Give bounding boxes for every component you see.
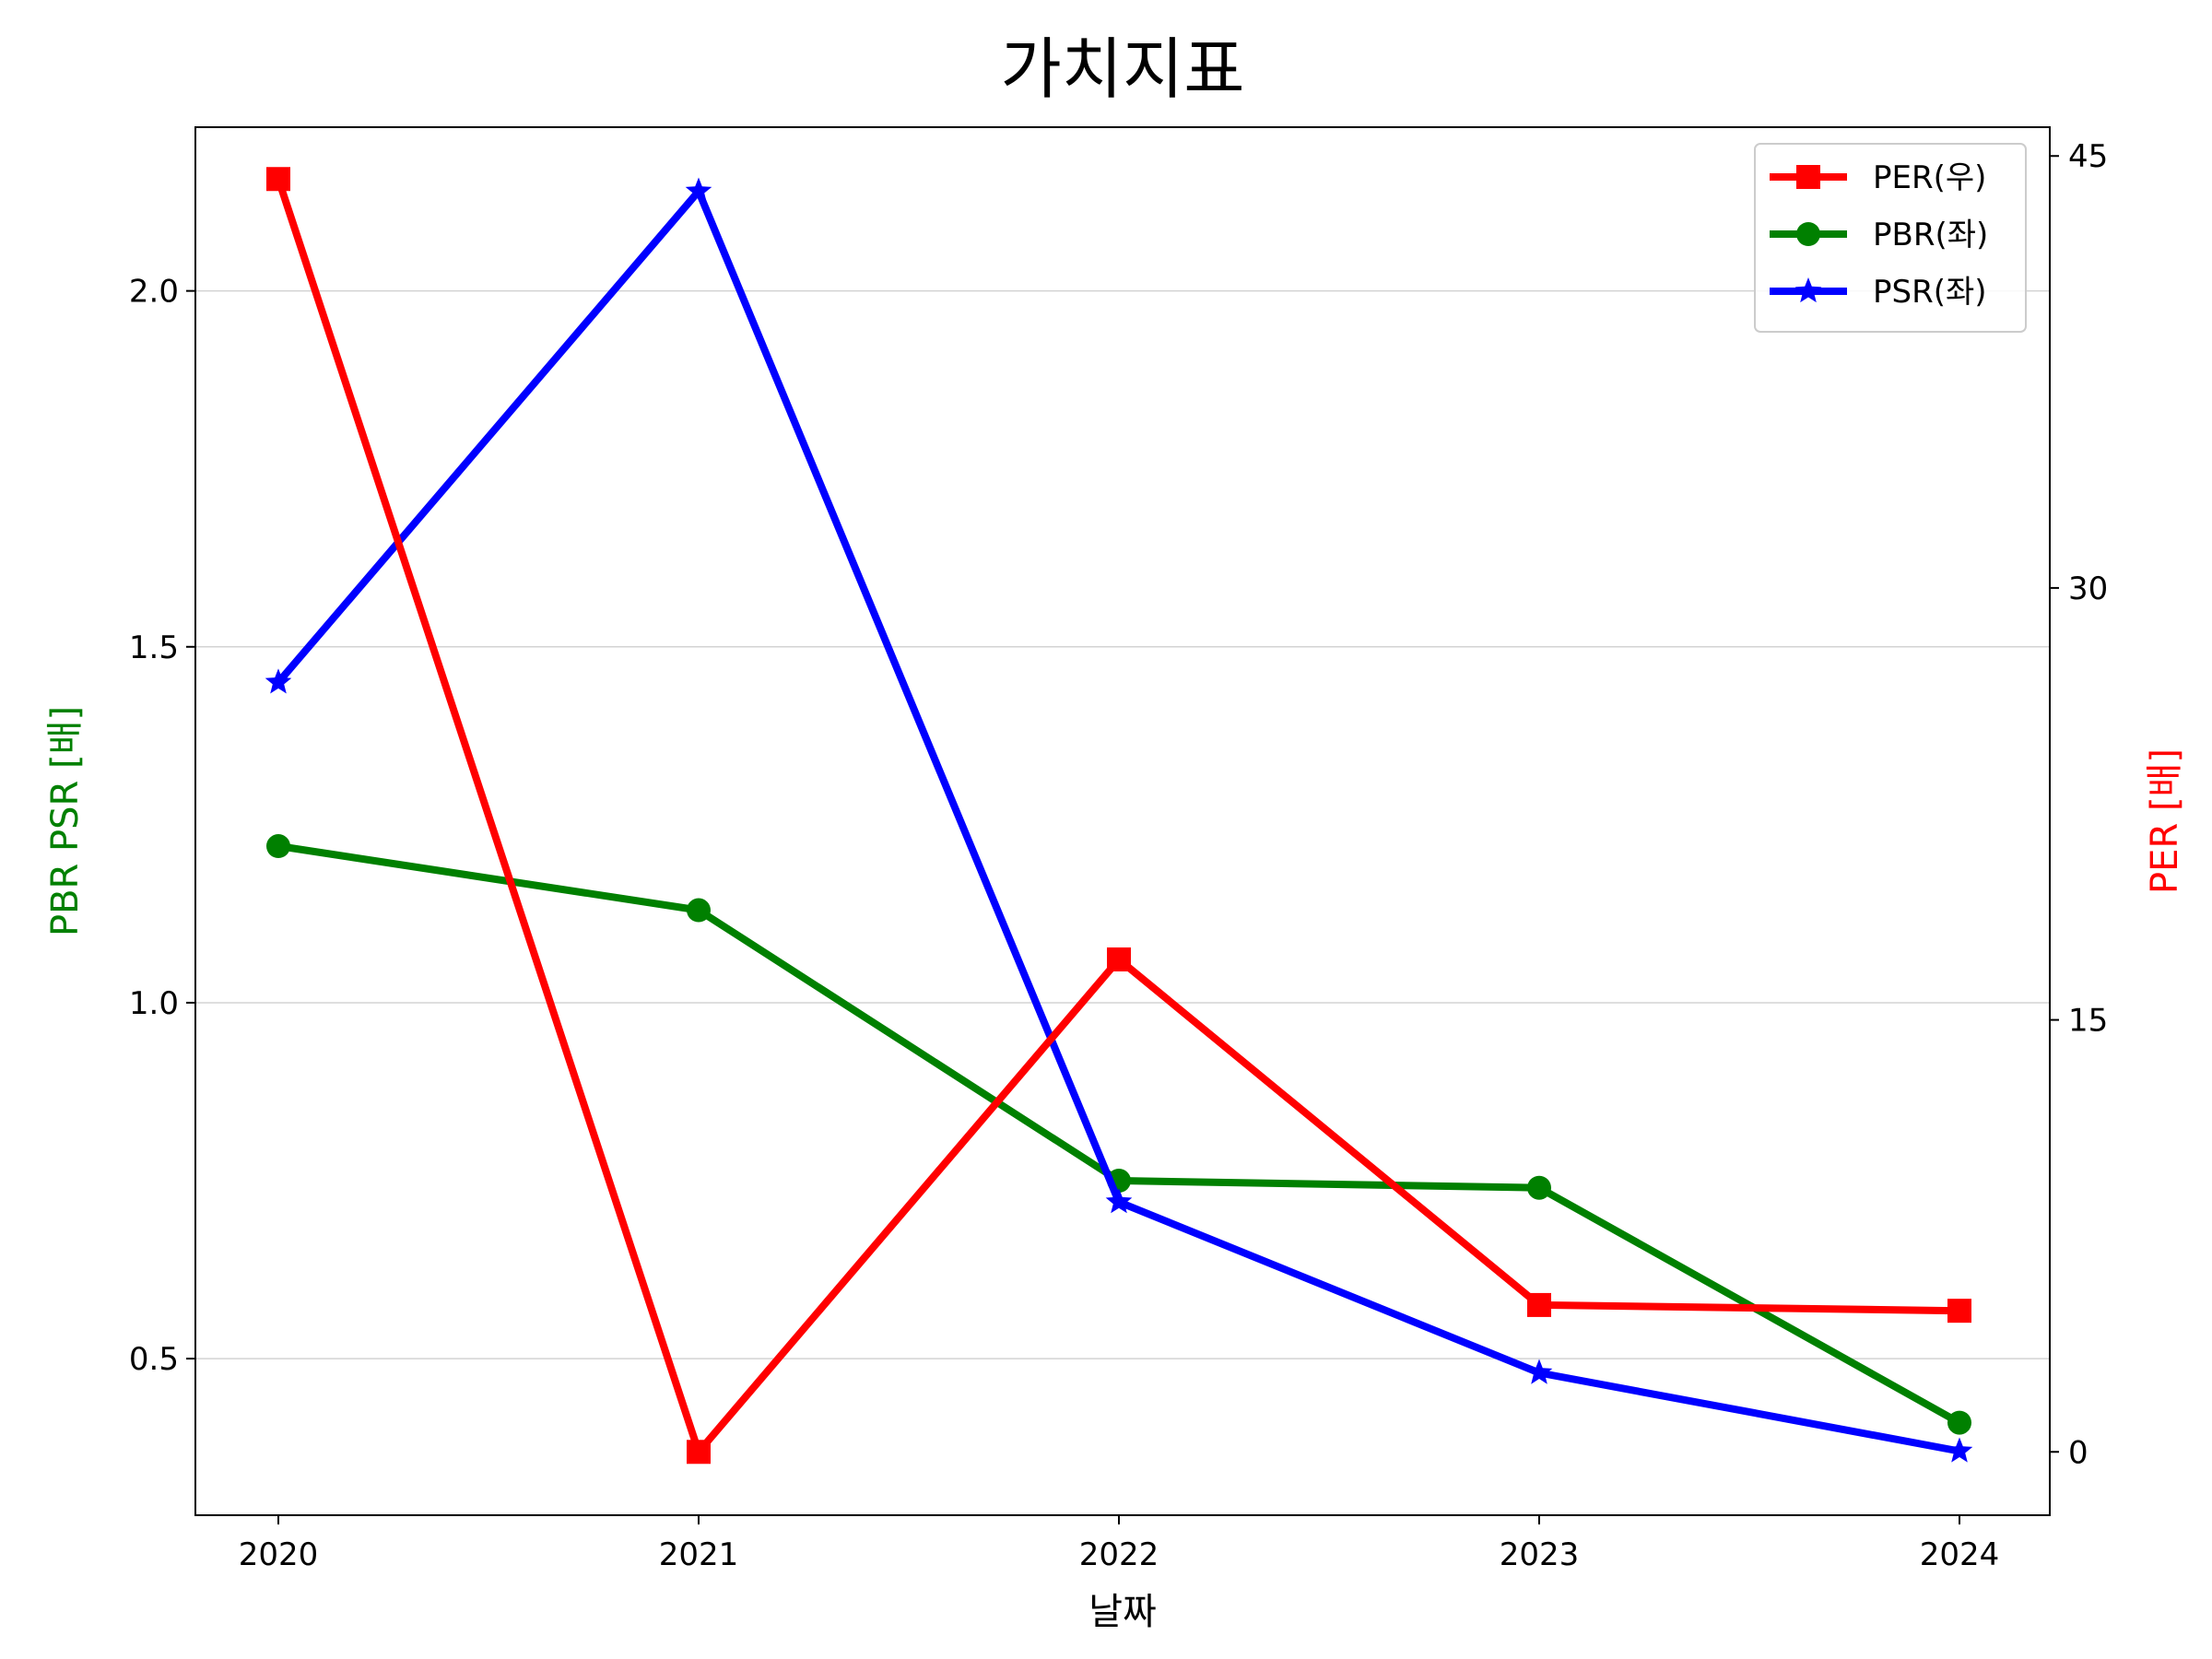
- legend-item-psr: PSR(좌): [1770, 274, 1987, 311]
- data-point-pbr: [1947, 1410, 1971, 1435]
- right-tick-label: 15: [2068, 1003, 2108, 1040]
- data-point-per: [687, 1440, 711, 1465]
- data-point-pbr: [266, 834, 290, 859]
- data-point-psr: [1105, 1188, 1133, 1214]
- plot-frame: [194, 126, 2051, 1516]
- data-point-psr: [1946, 1437, 1973, 1463]
- left-y-axis-title: PBR PSR [배]: [44, 706, 87, 936]
- x-tick-label: 2024: [1920, 1536, 2000, 1573]
- x-tick-label: 2020: [239, 1536, 319, 1573]
- legend-marker-pbr: [1796, 222, 1820, 246]
- left-tick-label: 0.5: [129, 1341, 179, 1378]
- grid-lines: [195, 289, 2050, 1359]
- data-point-per: [1107, 947, 1131, 971]
- data-point-psr: [265, 668, 292, 694]
- legend-box: [1754, 143, 2027, 333]
- data-point-per: [266, 167, 290, 192]
- data-point-psr: [1525, 1359, 1553, 1384]
- left-y-axis: 0.5 1.0 1.5 2.0: [129, 274, 195, 1378]
- legend-label-psr: PSR(좌): [1873, 274, 1987, 311]
- data-point-per: [1947, 1299, 1971, 1324]
- right-tick-label: 0: [2068, 1434, 2088, 1471]
- legend-label-per: PER(우): [1873, 159, 1986, 196]
- data-point-pbr: [1527, 1175, 1551, 1200]
- legend-marker-psr: [1794, 277, 1822, 303]
- x-axis-title: 날짜: [1088, 1591, 1157, 1633]
- x-tick-label: 2022: [1079, 1536, 1159, 1573]
- data-point-per: [1527, 1292, 1551, 1317]
- legend-label-pbr: PBR(좌): [1873, 217, 1988, 253]
- left-tick-label: 1.5: [129, 629, 179, 666]
- legend-item-pbr: PBR(좌): [1770, 217, 1988, 253]
- legend-item-per: PER(우): [1770, 159, 1986, 196]
- right-tick-label: 30: [2068, 571, 2108, 607]
- data-point-psr: [685, 177, 712, 203]
- chart-title: 가치지표: [1001, 30, 1245, 108]
- series-per: [266, 167, 1971, 1465]
- legend: PER(우) PBR(좌) PSR(좌): [1754, 143, 2027, 333]
- x-tick-label: 2021: [659, 1536, 739, 1573]
- data-point-pbr: [687, 898, 711, 923]
- x-tick-label: 2023: [1500, 1536, 1580, 1573]
- left-tick-label: 2.0: [129, 274, 179, 311]
- right-y-axis-title: PER [배]: [2144, 748, 2186, 894]
- x-axis: 2020 2021 2022 2023 2024: [239, 1515, 2000, 1573]
- series-layer: [265, 167, 1973, 1465]
- series-psr: [265, 177, 1973, 1463]
- right-tick-label: 45: [2068, 138, 2108, 175]
- left-tick-label: 1.0: [129, 985, 179, 1022]
- legend-marker-per: [1796, 165, 1820, 189]
- right-y-axis: 0 15 30 45: [2050, 138, 2108, 1471]
